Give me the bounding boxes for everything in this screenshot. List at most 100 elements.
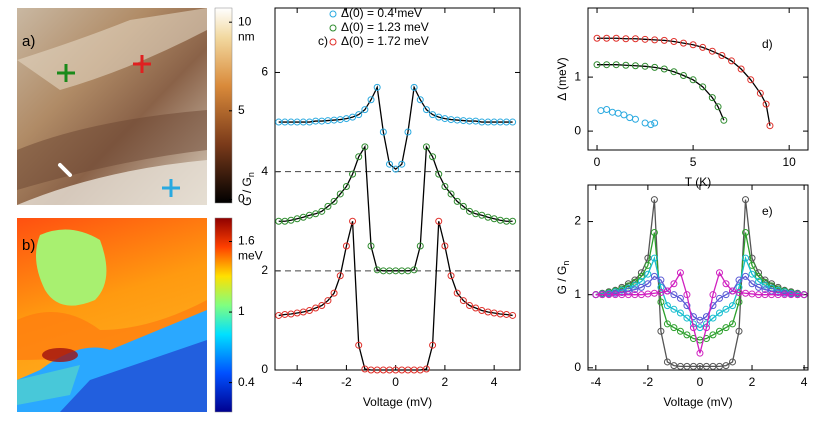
data-point bbox=[612, 34, 620, 42]
panel-label: a) bbox=[22, 33, 35, 50]
data-point bbox=[781, 291, 789, 299]
data-point bbox=[641, 62, 649, 70]
data-point bbox=[709, 314, 717, 322]
data-point bbox=[722, 362, 730, 370]
data-point bbox=[689, 324, 697, 332]
data-point bbox=[650, 289, 658, 297]
y-tick-label: 0 bbox=[574, 123, 581, 137]
data-point bbox=[702, 324, 710, 332]
data-point bbox=[720, 116, 728, 124]
panel-label: c) bbox=[318, 34, 328, 48]
y-axis-label-text: Δ (meV) bbox=[555, 57, 569, 100]
data-point bbox=[429, 341, 437, 349]
colorbar-tick-label: 1 bbox=[238, 304, 245, 318]
data-point bbox=[312, 304, 320, 312]
data-point bbox=[373, 83, 381, 91]
fit-line bbox=[595, 255, 805, 329]
x-tick-label: -2 bbox=[341, 375, 352, 389]
data-point bbox=[641, 35, 649, 43]
plot-frame bbox=[587, 184, 809, 371]
x-axis-label: Voltage (mV) bbox=[663, 395, 732, 409]
data-point bbox=[679, 71, 687, 79]
data-point bbox=[447, 190, 455, 198]
data-point bbox=[774, 291, 782, 299]
data-point bbox=[618, 288, 626, 296]
data-point bbox=[641, 119, 649, 127]
data-point bbox=[355, 111, 363, 119]
data-point bbox=[670, 280, 678, 288]
data-point bbox=[361, 106, 369, 114]
data-point bbox=[742, 196, 750, 204]
data-point bbox=[603, 34, 611, 42]
legend-marker bbox=[329, 10, 337, 18]
data-point bbox=[683, 331, 691, 339]
data-point bbox=[663, 302, 671, 310]
data-point bbox=[679, 39, 687, 47]
data-point bbox=[787, 291, 795, 299]
data-point bbox=[631, 62, 639, 70]
data-point bbox=[663, 358, 671, 366]
data-point bbox=[429, 153, 437, 161]
data-point bbox=[718, 52, 726, 60]
data-point bbox=[330, 197, 338, 205]
y-tick-label: 0 bbox=[261, 362, 268, 376]
data-point bbox=[620, 111, 628, 119]
data-point bbox=[367, 96, 375, 104]
legend-label: Δ(0) = 1.23 meV bbox=[341, 20, 429, 34]
fit-line bbox=[278, 144, 513, 272]
gap-map-image bbox=[17, 218, 207, 412]
y-tick-label: 6 bbox=[261, 65, 268, 79]
panel-label: e) bbox=[762, 204, 773, 218]
data-point bbox=[318, 207, 326, 215]
data-point bbox=[722, 324, 730, 332]
fit-line bbox=[595, 271, 805, 354]
data-point bbox=[696, 362, 704, 370]
data-point bbox=[605, 291, 613, 299]
data-point bbox=[715, 327, 723, 335]
data-point bbox=[305, 306, 313, 314]
data-point bbox=[766, 122, 774, 130]
data-point bbox=[422, 365, 430, 373]
data-point bbox=[379, 128, 387, 136]
data-point bbox=[355, 153, 363, 161]
data-point bbox=[742, 229, 750, 237]
y-axis-label: Δ (meV) bbox=[555, 57, 569, 100]
data-point bbox=[709, 302, 717, 310]
x-tick-label: 0 bbox=[594, 155, 601, 169]
data-point bbox=[657, 288, 665, 296]
data-point bbox=[762, 100, 770, 108]
data-point bbox=[728, 57, 736, 65]
data-point bbox=[742, 254, 750, 262]
x-axis-label: Voltage (mV) bbox=[363, 395, 432, 409]
data-point bbox=[453, 197, 461, 205]
data-point bbox=[312, 210, 320, 218]
data-point bbox=[631, 291, 639, 299]
data-point bbox=[761, 291, 769, 299]
data-point bbox=[361, 143, 369, 151]
data-point bbox=[689, 313, 697, 321]
colorbar-tick-label: 1.6 bbox=[238, 234, 255, 248]
data-point bbox=[735, 288, 743, 296]
data-point bbox=[318, 302, 326, 310]
data-point bbox=[349, 217, 357, 225]
data-point bbox=[663, 320, 671, 328]
data-point bbox=[737, 65, 745, 73]
data-point bbox=[768, 282, 776, 290]
fit-line bbox=[595, 199, 805, 367]
panel-label: d) bbox=[762, 37, 773, 51]
data-point bbox=[689, 41, 697, 49]
data-point bbox=[742, 272, 750, 280]
data-point bbox=[622, 35, 630, 43]
data-point bbox=[735, 298, 743, 306]
data-point bbox=[728, 358, 736, 366]
data-point bbox=[416, 242, 424, 250]
data-point bbox=[410, 266, 418, 274]
y-axis-label-sub: n bbox=[246, 172, 256, 177]
data-point bbox=[657, 298, 665, 306]
data-point bbox=[651, 63, 659, 71]
data-point bbox=[702, 362, 710, 370]
data-point bbox=[593, 34, 601, 42]
data-point bbox=[637, 272, 645, 280]
fit-line bbox=[597, 64, 725, 121]
